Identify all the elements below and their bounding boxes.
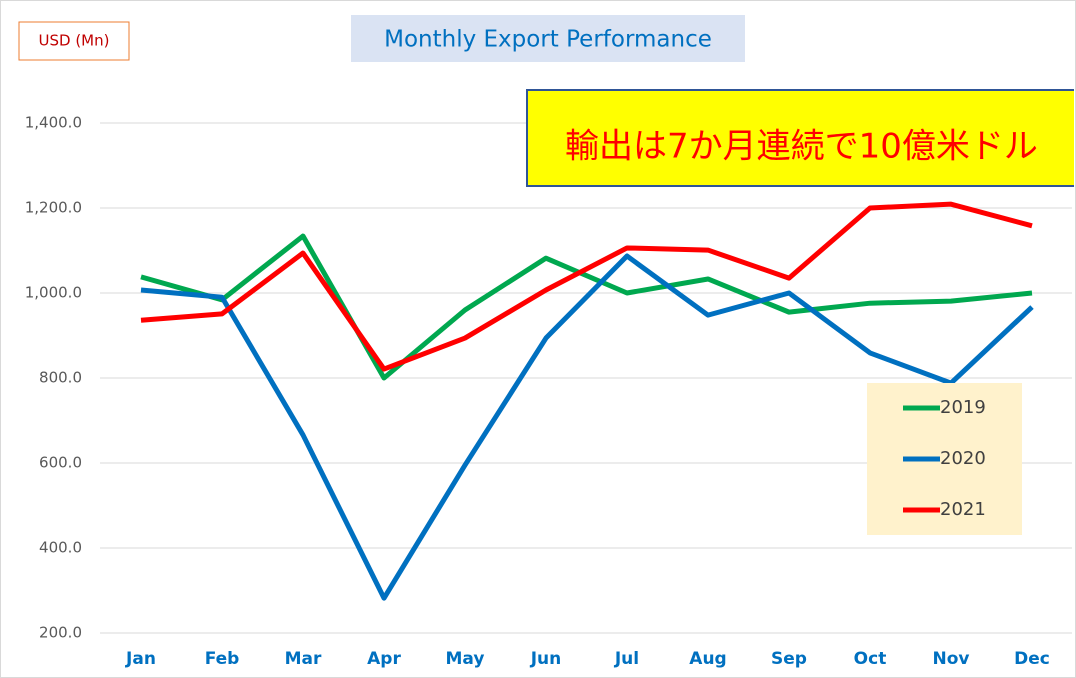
x-tick-label: Jun bbox=[530, 649, 562, 669]
y-tick-label: 1,400.0 bbox=[25, 114, 82, 132]
annotation-group: 輸出は7か月連続で10億米ドル bbox=[526, 89, 1074, 187]
y-tick-label: 1,000.0 bbox=[25, 284, 82, 302]
y-tick-label: 200.0 bbox=[39, 624, 82, 642]
x-tick-label: Apr bbox=[367, 649, 401, 669]
chart-title: Monthly Export Performance bbox=[384, 27, 712, 53]
x-tick-label: Feb bbox=[205, 649, 240, 669]
line-series bbox=[140, 253, 1034, 601]
y-tick-label: 800.0 bbox=[39, 369, 82, 387]
line-series bbox=[140, 233, 1033, 381]
x-tick-label: Mar bbox=[285, 649, 322, 669]
x-tick-label: Nov bbox=[933, 649, 970, 669]
annotation: 輸出は7か月連続で10億米ドル bbox=[565, 127, 1038, 167]
unit-box bbox=[18, 21, 130, 61]
x-tick-label: May bbox=[446, 649, 485, 669]
plot: 200.0 400.0 600.0 800.0 1,000.0 1,200.0 1,400.… bbox=[25, 114, 1072, 669]
x-tick-label: Aug bbox=[689, 649, 726, 669]
y-tick-label: 600.0 bbox=[39, 454, 82, 472]
legend-label: 2020 bbox=[940, 448, 986, 469]
line-series bbox=[140, 201, 1033, 372]
legend-label: 2021 bbox=[940, 499, 986, 520]
x-tick-label: Jul bbox=[614, 649, 639, 669]
title-box bbox=[351, 15, 745, 62]
legend-label: 2019 bbox=[940, 397, 986, 418]
legend: 2019 2020 2021 bbox=[903, 397, 986, 520]
annotation-box bbox=[526, 89, 1074, 187]
x-tick-label: Jan bbox=[125, 649, 156, 669]
y-tick-label: 1,200.0 bbox=[25, 199, 82, 217]
x-tick-label: Oct bbox=[854, 649, 887, 669]
x-tick-label: Dec bbox=[1014, 649, 1050, 669]
legend-box bbox=[867, 383, 1022, 535]
unit-label: USD (Mn) bbox=[39, 32, 110, 50]
y-tick-label: 400.0 bbox=[39, 539, 82, 557]
x-tick-label: Sep bbox=[771, 649, 807, 669]
